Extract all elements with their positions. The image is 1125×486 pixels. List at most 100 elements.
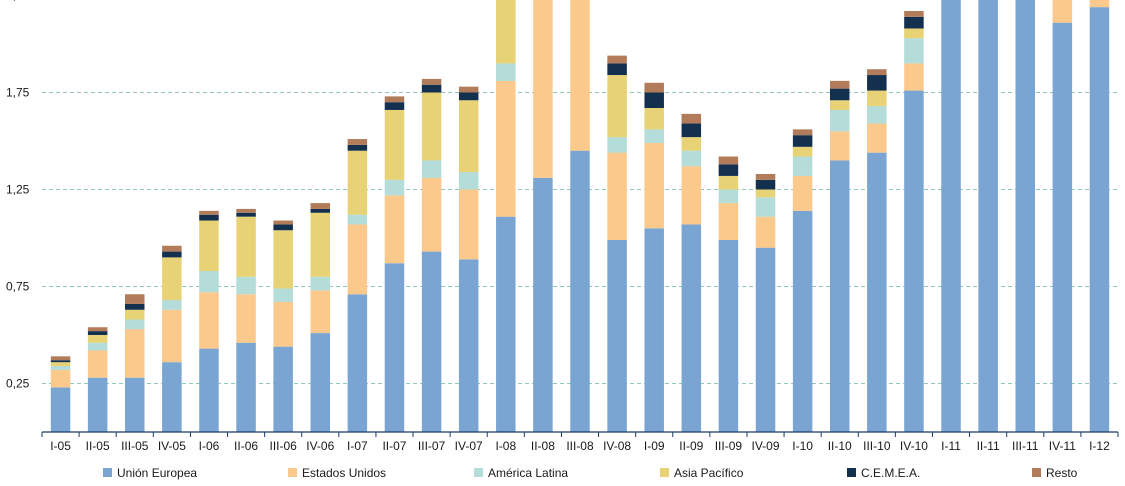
bar-segment	[718, 156, 739, 165]
bar-segment	[162, 245, 182, 252]
bar-segment	[87, 327, 108, 332]
y-tick-label: 0,75	[6, 280, 30, 294]
bar-segment	[236, 294, 256, 343]
legend-item: América Latina	[474, 466, 568, 480]
bar-segment	[125, 329, 145, 378]
bar-segment	[904, 16, 924, 29]
bar-segment	[458, 259, 479, 432]
bar-segment	[644, 129, 664, 143]
bar-segment	[199, 348, 219, 432]
y-tick-label: 0,25	[6, 377, 30, 391]
bar-segment	[384, 195, 405, 264]
x-tick-label: III-05	[121, 439, 149, 453]
x-tick-label: IV-05	[158, 439, 186, 453]
x-tick-label: I-11	[941, 439, 961, 453]
bar-segment	[125, 309, 145, 320]
y-tick-label: 1,75	[6, 86, 30, 100]
x-tick-label: II-07	[382, 439, 406, 453]
legend-label: Estados Unidos	[302, 466, 386, 480]
x-tick-label: I-10	[792, 439, 813, 453]
bar-segment	[458, 86, 479, 93]
legend-label: C.E.M.E.A.	[861, 466, 920, 480]
gridlines	[42, 92, 1118, 384]
legend-label: Resto	[1046, 466, 1078, 480]
bar-segment	[867, 75, 887, 91]
x-tick-label: I-06	[199, 439, 220, 453]
bar-segment	[829, 160, 850, 432]
bar-segment	[681, 150, 702, 167]
x-tick-label: IV-09	[752, 439, 780, 453]
bar-segment	[347, 139, 368, 145]
bar-segment	[607, 152, 627, 240]
bar-segment	[384, 102, 405, 110]
bar-segment	[50, 360, 71, 363]
bar-segment	[681, 224, 702, 432]
bar-segment	[162, 362, 182, 432]
bar-segment	[384, 109, 405, 180]
x-tick-label: II-11	[977, 439, 1000, 453]
bar-segment	[421, 177, 442, 252]
x-tick-label: I-07	[347, 439, 368, 453]
bar-segment	[199, 220, 219, 271]
bar-segment	[458, 100, 479, 173]
legend-swatch	[474, 468, 483, 477]
bar-segment	[867, 152, 887, 432]
bar-segment	[310, 208, 331, 213]
bar-segment	[755, 197, 776, 217]
x-tick-label: III-08	[566, 439, 594, 453]
bar-segment	[310, 290, 331, 334]
bar-segment	[125, 319, 145, 330]
bar-segment	[867, 90, 887, 107]
bar-segment	[792, 129, 813, 136]
bar-segment	[162, 309, 182, 363]
x-axis	[41, 431, 1119, 437]
x-tick-label: IV-06	[306, 439, 334, 453]
legend-swatch	[1032, 468, 1041, 477]
bar-segment	[904, 28, 924, 39]
bar-segment	[681, 137, 702, 151]
bar-segment	[681, 166, 702, 225]
bar-segment	[125, 294, 145, 304]
legend-item: Asia Pacífico	[660, 466, 744, 480]
bar-segment	[978, 0, 998, 432]
bar-segment	[273, 288, 293, 303]
bar-segment	[644, 82, 664, 93]
bar-segment	[1052, 0, 1073, 23]
bar-segment	[607, 63, 627, 76]
bar-segment	[792, 146, 813, 157]
bar-segment	[162, 257, 182, 301]
bar-segment	[347, 214, 368, 225]
x-tick-label: IV-10	[900, 439, 928, 453]
x-tick-label: III-09	[715, 439, 743, 453]
bar-segment	[644, 228, 664, 432]
x-tick-label: III-10	[863, 439, 891, 453]
x-tick-label: III-11	[1012, 439, 1039, 453]
bar-segment	[458, 172, 479, 190]
legend: Unión Europea Estados Unidos América Latin…	[103, 466, 1078, 480]
bar-segment	[347, 144, 368, 151]
x-tick-label: III-07	[418, 439, 446, 453]
bar-segment	[718, 164, 739, 176]
legend-item: Unión Europea	[103, 466, 197, 480]
bar-segment	[718, 239, 739, 432]
bar-segment	[273, 230, 293, 289]
legend-label: Asia Pacífico	[674, 466, 744, 480]
bar-segment	[570, 0, 590, 151]
x-tick-label: II-10	[828, 439, 852, 453]
bar-segment	[87, 342, 108, 351]
bar-segment	[1089, 0, 1110, 8]
x-axis-ticks: I-05 II-05 III-05 IV-05 I-06 II-06 III-06 IV-06…	[50, 439, 1110, 453]
bar-segment	[236, 276, 256, 295]
bar-segment	[496, 63, 516, 81]
bar-segment	[941, 0, 961, 432]
bar-segment	[384, 263, 405, 432]
bar-segment	[421, 78, 442, 85]
bar-segment	[87, 335, 108, 343]
y-tick-label: 2,25	[6, 0, 30, 3]
legend-swatch	[288, 468, 297, 477]
bar-segment	[162, 300, 182, 310]
bar-segment	[607, 239, 627, 432]
bar-segment	[199, 270, 219, 293]
